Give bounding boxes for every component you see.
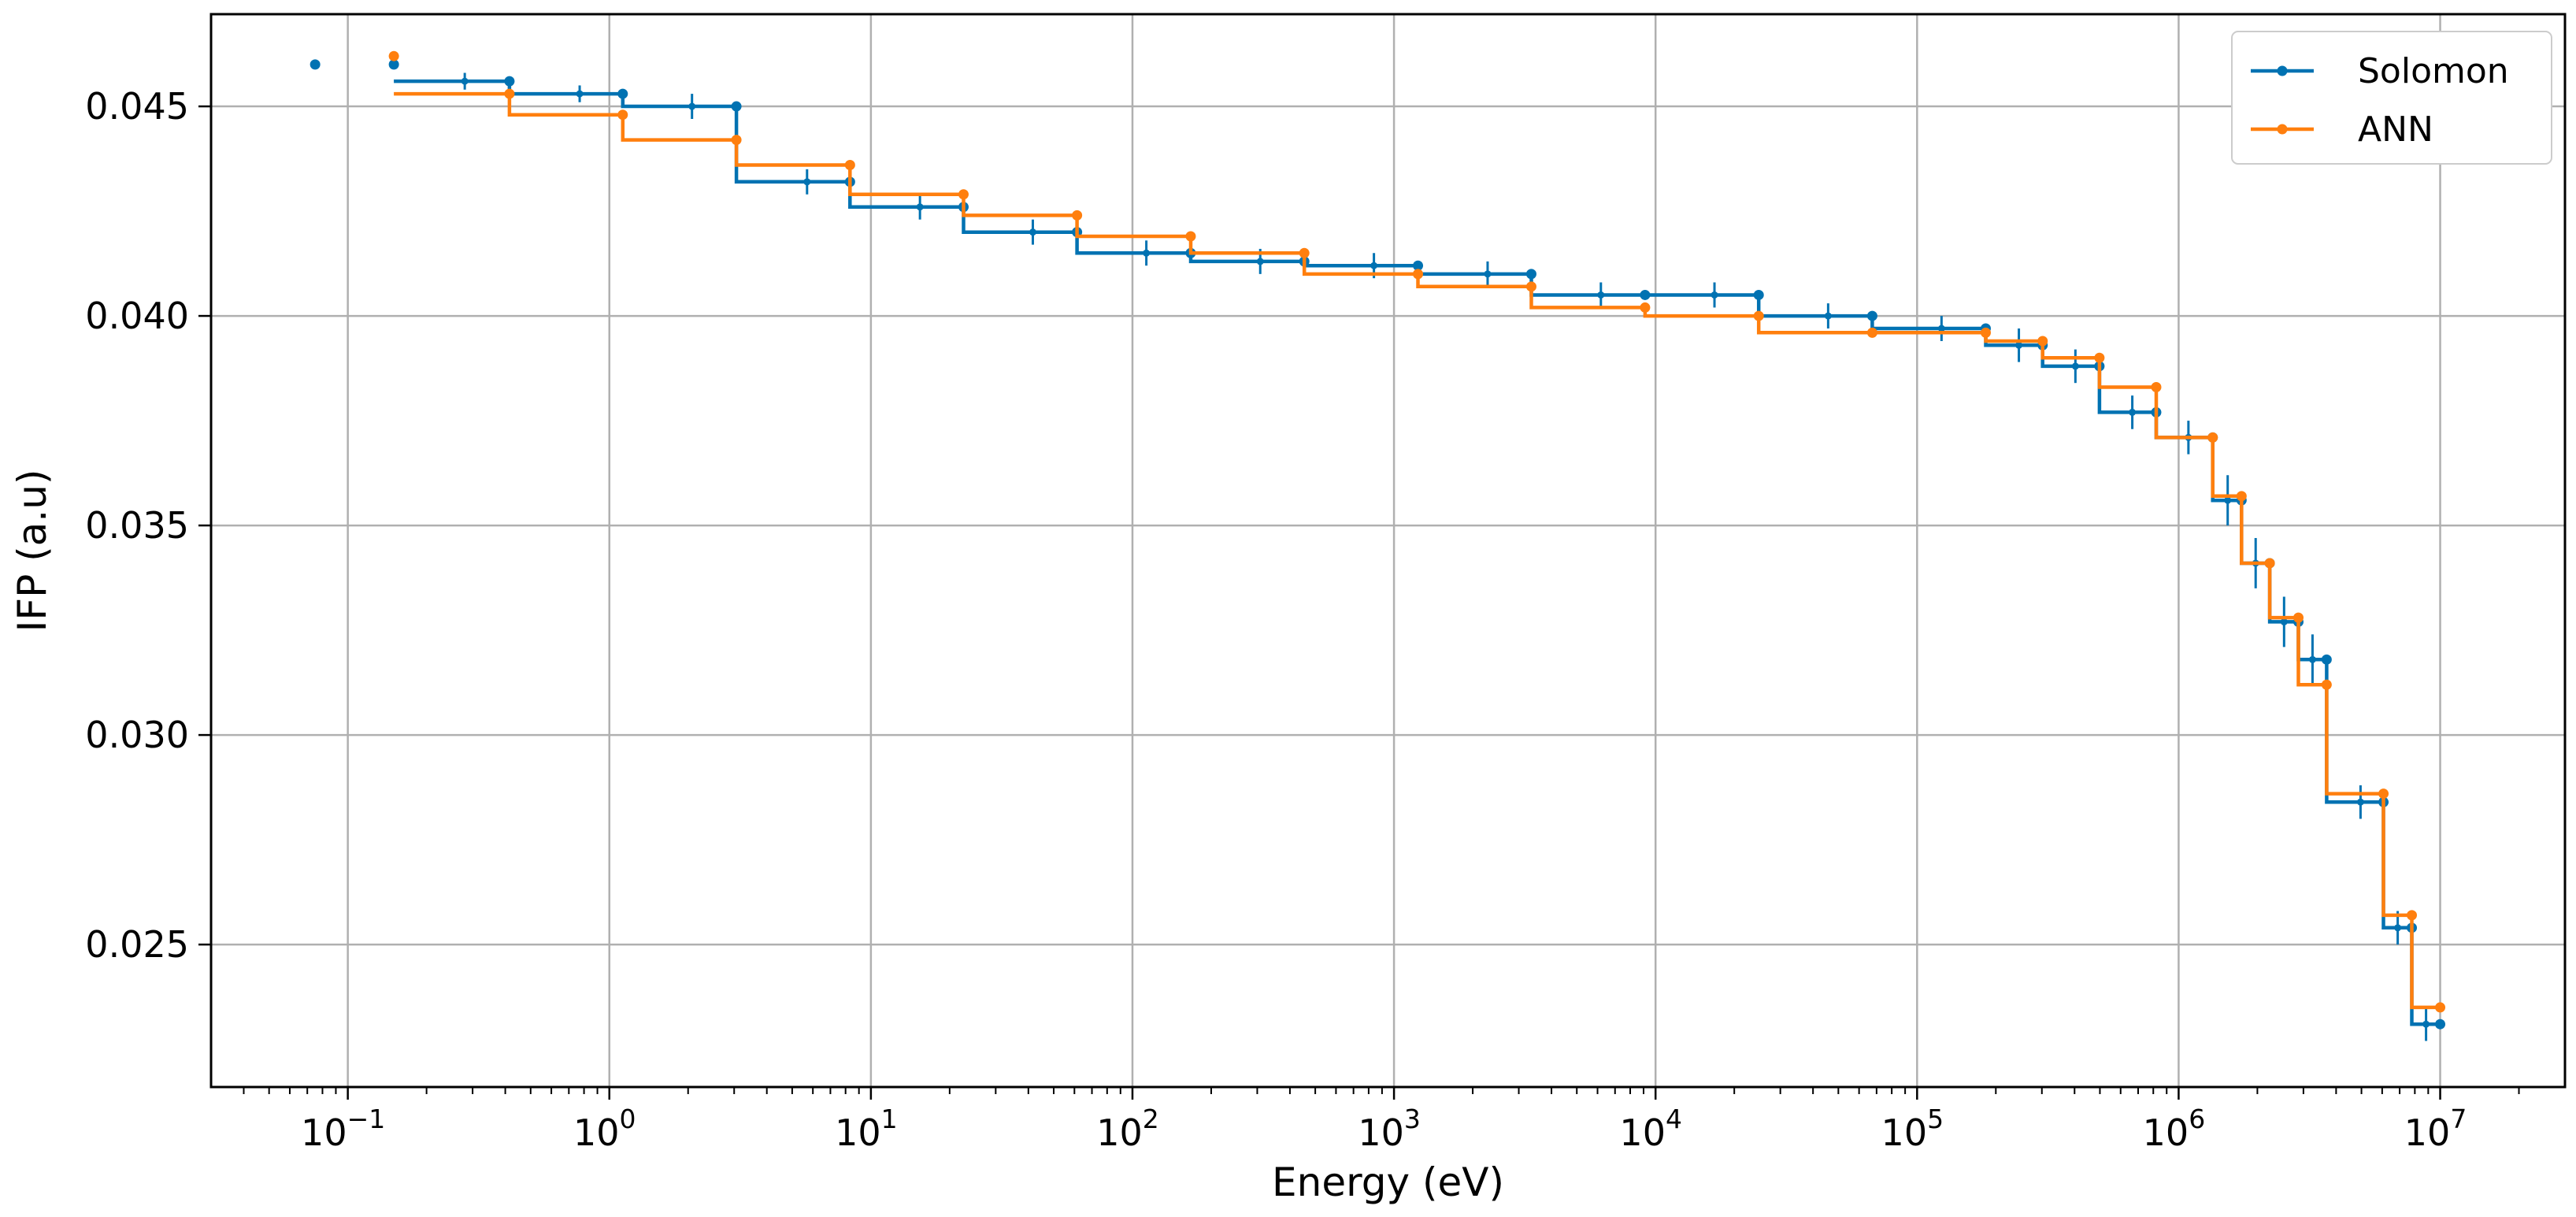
edge-marker	[2264, 558, 2275, 569]
edge-marker	[504, 88, 515, 99]
edge-marker	[388, 59, 399, 70]
edge-marker	[1753, 310, 1764, 321]
x-tick-exponent: 4	[1666, 1104, 1682, 1134]
edge-marker	[1413, 269, 1424, 280]
edge-marker	[617, 88, 628, 99]
edge-marker	[731, 101, 742, 112]
x-tick-exponent: 0	[620, 1104, 636, 1134]
y-tick-label: 0.035	[85, 504, 189, 547]
edge-marker	[2321, 654, 2332, 665]
x-tick-base: 10	[573, 1111, 620, 1154]
x-tick-label: 106	[2143, 1104, 2206, 1154]
legend: Solomon ANN	[2231, 31, 2552, 165]
legend-swatch-marker	[2277, 65, 2288, 76]
edge-marker	[1980, 327, 1991, 338]
series-layer	[309, 50, 2446, 1041]
x-tick-label: 107	[2404, 1104, 2467, 1154]
x-tick-base: 10	[1881, 1111, 1928, 1154]
x-tick-base: 10	[2143, 1111, 2189, 1154]
edge-marker	[1299, 247, 1310, 258]
legend-label: Solomon	[2358, 51, 2509, 91]
edge-marker	[1525, 281, 1536, 292]
edge-marker	[1185, 231, 1196, 242]
x-tick-exponent: 2	[1143, 1104, 1159, 1134]
legend-label: ANN	[2358, 109, 2433, 150]
step-line	[394, 79, 2441, 1026]
edge-marker	[2435, 1018, 2446, 1030]
edge-marker	[1525, 269, 1536, 280]
edge-marker	[1866, 310, 1877, 321]
edge-marker	[617, 109, 628, 121]
edge-marker	[844, 160, 855, 171]
edge-marker	[2236, 491, 2247, 502]
x-tick-label: 10−1	[301, 1104, 385, 1154]
x-tick-base: 10	[1358, 1111, 1404, 1154]
edge-marker	[1413, 260, 1424, 271]
x-tick-exponent: 1	[881, 1104, 898, 1134]
x-tick-label: 101	[835, 1104, 898, 1154]
y-tick-label: 0.045	[85, 85, 189, 128]
x-tick-label: 105	[1881, 1104, 1944, 1154]
edge-marker	[1640, 289, 1651, 300]
edge-marker	[2094, 352, 2105, 363]
edge-marker	[1072, 210, 1083, 221]
edge-marker	[1640, 302, 1651, 313]
edge-marker	[2407, 910, 2418, 921]
x-tick-label: 102	[1096, 1104, 1159, 1154]
x-tick-base: 10	[1619, 1111, 1666, 1154]
x-tick-label: 100	[573, 1104, 636, 1154]
x-tick-label: 104	[1619, 1104, 1682, 1154]
x-tick-base: 10	[2404, 1111, 2451, 1154]
x-tick-base: 10	[301, 1111, 347, 1154]
y-tick-label: 0.030	[85, 714, 189, 756]
grid	[211, 14, 2565, 1087]
edge-marker	[2207, 432, 2218, 443]
x-tick-exponent: 3	[1404, 1104, 1421, 1134]
x-axis-label: Energy (eV)	[1272, 1159, 1504, 1205]
edge-marker	[2378, 788, 2389, 800]
plot-frame	[209, 13, 2567, 1089]
edge-marker	[731, 135, 742, 146]
edge-marker	[2292, 612, 2304, 623]
series-solomon	[309, 59, 2446, 1041]
x-tick-exponent: −1	[347, 1104, 386, 1134]
edge-marker	[958, 189, 969, 200]
first-point-marker	[309, 59, 321, 70]
edge-marker	[2321, 679, 2332, 690]
edge-marker	[1866, 327, 1877, 338]
y-tick-label: 0.040	[85, 295, 189, 337]
edge-marker	[2435, 1002, 2446, 1013]
legend-swatch-marker	[2277, 124, 2288, 135]
x-tick-exponent: 5	[1927, 1104, 1944, 1134]
y-axis-label: IFP (a.u)	[9, 469, 55, 633]
series-ann	[388, 50, 2446, 1013]
edge-marker	[1753, 289, 1764, 300]
x-tick-base: 10	[835, 1111, 881, 1154]
step-line	[394, 91, 2441, 1010]
edge-marker	[388, 50, 399, 61]
x-tick-exponent: 7	[2450, 1104, 2467, 1134]
x-tick-label: 103	[1358, 1104, 1421, 1154]
y-tick-label: 0.025	[85, 923, 189, 966]
edge-marker	[2151, 382, 2162, 393]
axis-ticks: 10−1 100 101 102 103 104 105 106 1070.0250.0300.…	[85, 85, 2520, 1154]
edge-marker	[2037, 336, 2048, 347]
x-tick-exponent: 6	[2189, 1104, 2205, 1134]
x-tick-base: 10	[1096, 1111, 1143, 1154]
edge-marker	[504, 76, 515, 87]
